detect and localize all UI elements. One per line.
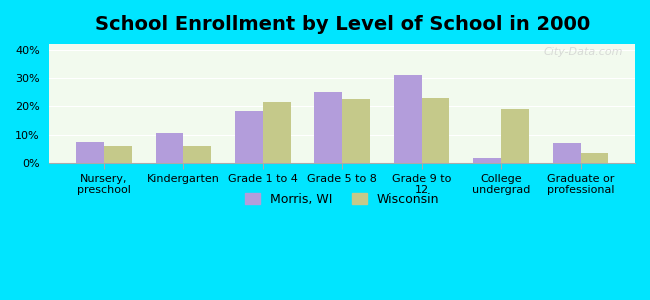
Bar xyxy=(552,143,580,163)
Bar xyxy=(155,134,183,163)
Bar xyxy=(183,146,211,163)
Bar xyxy=(501,109,529,163)
Bar xyxy=(76,142,104,163)
Title: School Enrollment by Level of School in 2000: School Enrollment by Level of School in … xyxy=(95,15,590,34)
Bar xyxy=(422,98,450,163)
Bar xyxy=(104,146,132,163)
Bar xyxy=(580,153,608,163)
Bar xyxy=(315,92,343,163)
Bar xyxy=(263,102,291,163)
Text: City-Data.com: City-Data.com xyxy=(544,47,623,58)
Bar xyxy=(343,99,370,163)
Bar xyxy=(473,158,501,163)
Bar xyxy=(394,75,422,163)
Legend: Morris, WI, Wisconsin: Morris, WI, Wisconsin xyxy=(240,188,444,211)
Bar xyxy=(235,111,263,163)
